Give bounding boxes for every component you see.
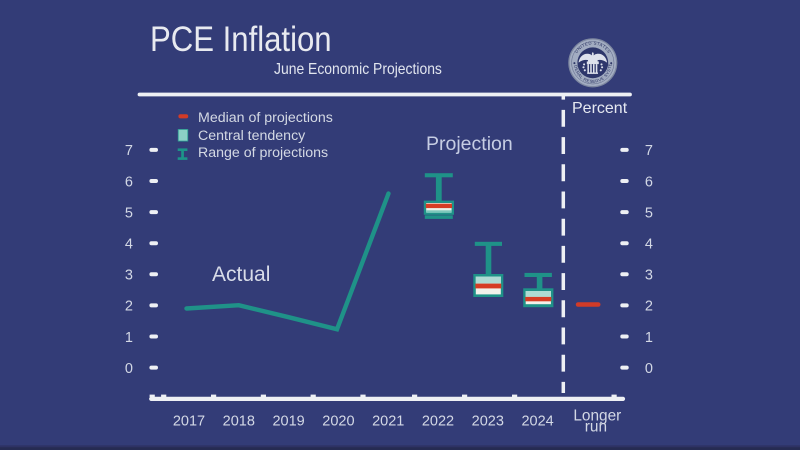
svg-text:6: 6: [645, 174, 653, 190]
svg-text:2023: 2023: [472, 414, 504, 430]
svg-text:2: 2: [125, 299, 133, 315]
svg-text:2: 2: [645, 299, 653, 315]
svg-text:3: 3: [125, 268, 133, 284]
svg-text:2019: 2019: [272, 414, 304, 430]
svg-text:0: 0: [645, 361, 653, 377]
svg-text:4: 4: [645, 237, 653, 253]
svg-text:1: 1: [125, 330, 133, 346]
svg-text:2018: 2018: [223, 414, 255, 430]
svg-text:6: 6: [125, 174, 133, 190]
svg-text:5: 5: [125, 205, 133, 221]
svg-text:4: 4: [125, 237, 133, 253]
svg-text:2021: 2021: [372, 414, 404, 430]
svg-text:2017: 2017: [173, 414, 205, 430]
svg-text:1: 1: [645, 330, 653, 346]
svg-text:7: 7: [645, 143, 653, 159]
svg-text:Longer: Longer: [573, 408, 621, 425]
svg-text:run: run: [585, 419, 607, 436]
svg-text:0: 0: [125, 361, 133, 377]
svg-text:7: 7: [125, 143, 133, 159]
svg-text:5: 5: [645, 205, 653, 221]
svg-text:3: 3: [645, 268, 653, 284]
svg-text:2020: 2020: [322, 414, 354, 430]
svg-text:2022: 2022: [422, 414, 454, 430]
svg-text:2024: 2024: [521, 414, 553, 430]
